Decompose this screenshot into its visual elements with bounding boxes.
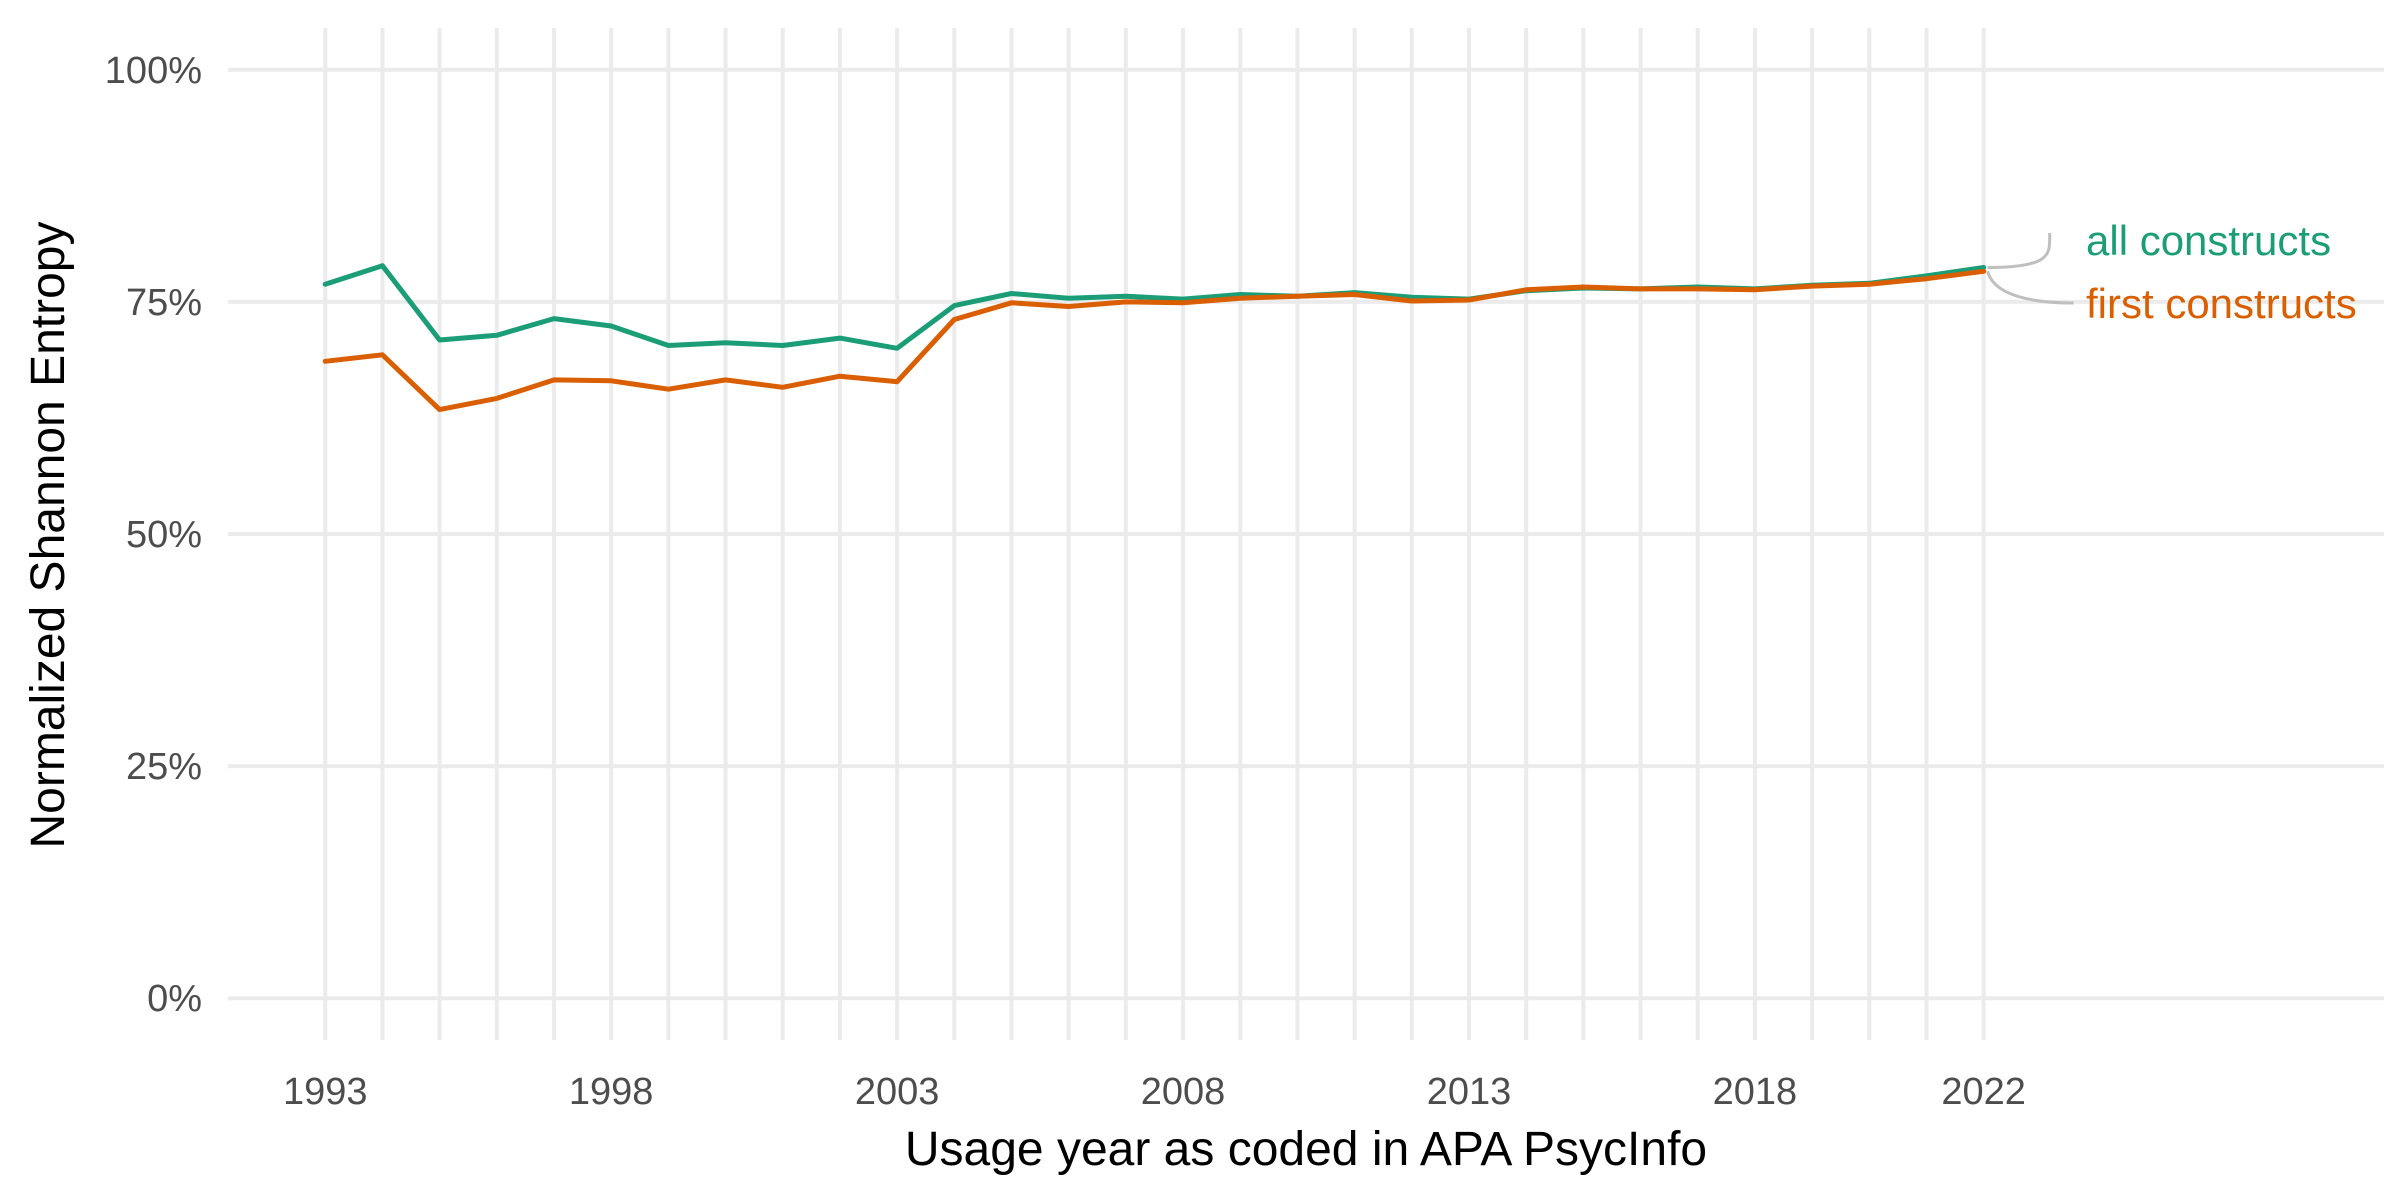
x-tick-label: 1998 [569, 1071, 654, 1113]
leader-line [1986, 270, 2074, 305]
series-labels: all constructs first constructs [2086, 217, 2357, 327]
x-tick-label: 2022 [1941, 1071, 2026, 1113]
y-tick-label: 75% [126, 282, 202, 324]
y-tick-label: 0% [147, 978, 202, 1020]
series-lines [322, 263, 1987, 413]
leader-line [1987, 232, 2052, 270]
x-tick-label: 2018 [1713, 1071, 1798, 1113]
x-tick-label: 1993 [283, 1071, 368, 1113]
series-label: first constructs [2086, 280, 2357, 327]
x-tick-label: 2003 [855, 1071, 940, 1113]
y-tick-label: 25% [126, 746, 202, 788]
x-axis-title: Usage year as coded in APA PsycInfo [905, 1123, 1707, 1176]
y-tick-label: 100% [105, 50, 202, 92]
y-tick-labels: 0% 25% 50% 75% 100% [105, 50, 202, 1020]
x-tick-labels: 1993 1998 2003 2008 2013 2018 2022 [283, 1071, 2026, 1113]
label-leader-lines [1986, 232, 2074, 305]
series-line [322, 268, 1987, 413]
y-tick-label: 50% [126, 514, 202, 556]
x-tick-label: 2013 [1427, 1071, 1512, 1113]
series-label: all constructs [2086, 217, 2331, 264]
x-tick-label: 2008 [1141, 1071, 1226, 1113]
x-gridlines [323, 28, 1986, 1040]
y-axis-title: Normalized Shannon Entropy [22, 221, 75, 848]
y-gridlines [228, 67, 2384, 1001]
